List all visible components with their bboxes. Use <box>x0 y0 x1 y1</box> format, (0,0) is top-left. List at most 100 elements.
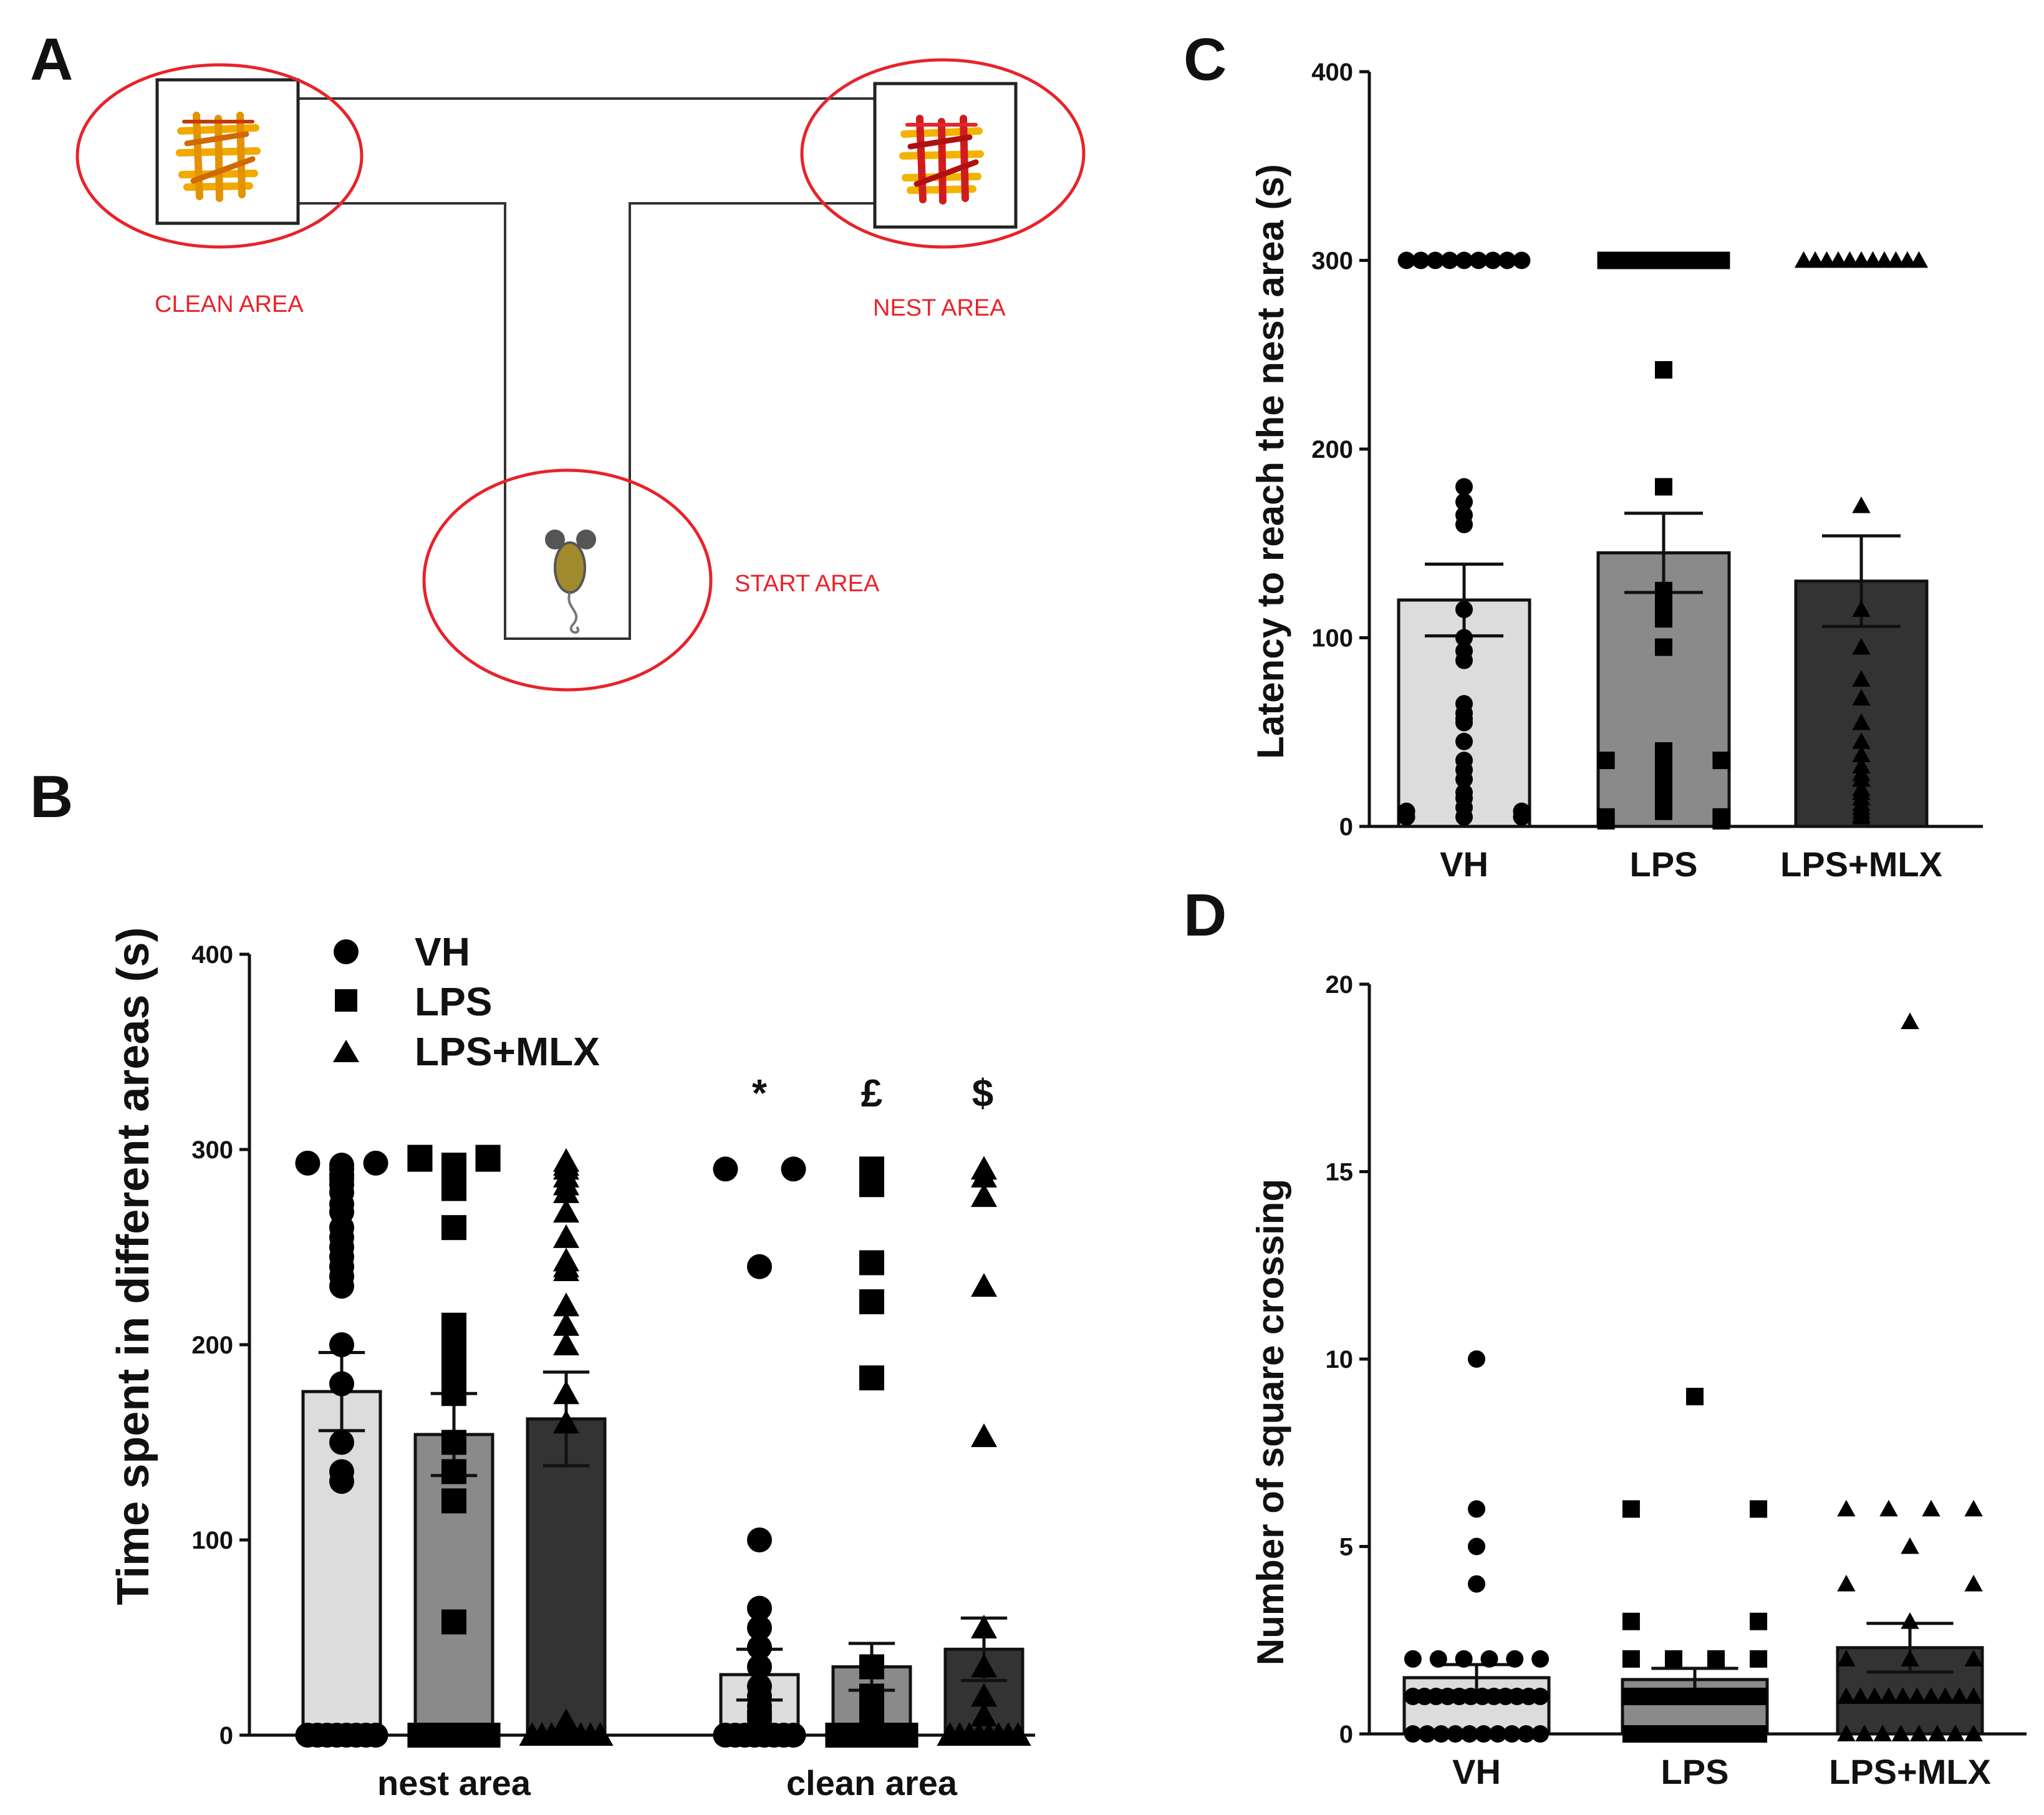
panel-b-lps-nest-area-point <box>441 1430 466 1455</box>
panel-b-lpsmlx-clean-area-point <box>971 1423 997 1448</box>
panel-b-lpsmlx-nest-area-point <box>553 1332 579 1355</box>
panel-b-lps-nest-area-point <box>441 1215 466 1241</box>
panel-d-vh-category-label: VH <box>1452 1752 1501 1791</box>
panel-d-lps-point <box>1750 1500 1768 1518</box>
panel-b-lpsmlx-nest-area-point <box>553 1312 579 1336</box>
start-area-ring <box>422 468 713 692</box>
panel-b-vh-clean-area-point <box>747 1635 772 1660</box>
panel-d-lpsmlx-point <box>1936 1687 1955 1704</box>
panel-b: B Time spent in different areas (s) 0 100… <box>30 763 1035 1803</box>
panel-c-vh-point <box>1397 808 1415 826</box>
panel-c-vh-point <box>1455 251 1473 269</box>
panel-b-lpsmlx-clean-area-point <box>971 1702 997 1726</box>
panel-d-ytick-label: 15 <box>1326 1159 1354 1186</box>
panel-b-lpsmlx-nest-area-point <box>553 1148 579 1172</box>
panel-b-lpsmlx-clean-area-point <box>971 1183 997 1208</box>
panel-b-lpsmlx-clean-area-point <box>971 1653 997 1678</box>
panel-c-lpsmlx-point <box>1852 637 1871 655</box>
panel-b-lpsmlx-nest-area-point <box>553 1380 579 1405</box>
panel-c-vh-point <box>1455 493 1473 511</box>
panel-c-lpsmlx-point <box>1817 251 1836 268</box>
panel-b-lpsmlx-clean-area-point <box>971 1683 997 1707</box>
panel-d-vh-point <box>1531 1687 1550 1705</box>
panel-d-vh-point <box>1531 1725 1550 1743</box>
mouse-icon <box>545 530 596 634</box>
panel-d-lpsmlx-category-label: LPS+MLX <box>1829 1752 1991 1791</box>
panel-b-plot: 0 100 200 300 400 nest area clean area <box>191 941 1035 1803</box>
panel-c-ytick-label: 100 <box>1311 625 1353 652</box>
panel-d-lpsmlx-point <box>1928 1725 1947 1741</box>
panel-c-letter: C <box>1183 26 1227 93</box>
panel-b-vh-nest-area-point <box>329 1371 354 1396</box>
panel-d-lpsmlx-point <box>1946 1725 1965 1741</box>
panel-d-lpsmlx-point <box>1873 1725 1892 1741</box>
panel-d-lps-point <box>1750 1725 1768 1743</box>
panel-c-lpsmlx-point <box>1852 745 1871 762</box>
panel-b-lps-nest-area-point <box>441 1488 466 1514</box>
panel-c-ytick-label: 0 <box>1339 813 1353 841</box>
legend-vh-marker <box>334 939 359 964</box>
panel-d-vh-point <box>1480 1650 1498 1668</box>
panel-d-ytick-label: 0 <box>1339 1721 1353 1748</box>
panel-c-lpsmlx-point <box>1909 251 1929 268</box>
panel-d-vh-point <box>1468 1575 1485 1593</box>
panel-c-lpsmlx-point <box>1852 496 1871 513</box>
panel-d-vh-point <box>1468 1500 1485 1518</box>
panel-b-vh-clean-area-point <box>781 1156 806 1182</box>
panel-b-lpsmlx-nest-area-point <box>553 1292 579 1317</box>
panel-b-lps-clean-area-point <box>893 1723 918 1748</box>
panel-d-vh-point <box>1429 1650 1447 1668</box>
panel-d-lpsmlx-point <box>1964 1725 1983 1741</box>
panel-b-lpsmlx-nest-area-point <box>553 1708 579 1733</box>
legend-lpsmlx-marker <box>333 1040 359 1062</box>
clean-bedding-icon <box>176 112 261 202</box>
panel-d-lps-point <box>1622 1500 1640 1518</box>
panel-d-lpsmlx-point <box>1909 1725 1929 1741</box>
panel-d-lpsmlx-point <box>1837 1687 1856 1704</box>
panel-b-letter: B <box>30 763 73 830</box>
panel-d-lpsmlx-point <box>1879 1499 1898 1517</box>
panel-d-lpsmlx-point <box>1901 1650 1919 1667</box>
panel-d-lps-point <box>1686 1388 1704 1406</box>
panel-b-vh-nest-area-point <box>329 1332 354 1357</box>
panel-d-ytick-label: 20 <box>1326 971 1354 999</box>
panel-d-vh-point <box>1468 1537 1485 1556</box>
panel-c-lpsmlx-point <box>1852 732 1871 749</box>
panel-d-ytick-label: 10 <box>1326 1346 1354 1373</box>
panel-b-lps-nest-area-point <box>441 1312 466 1338</box>
panel-d-letter: D <box>1183 882 1227 949</box>
panel-d-lpsmlx-point <box>1879 1687 1898 1704</box>
panel-a: A CLEAN AREA <box>30 26 1086 692</box>
panel-d-vh-point <box>1418 1725 1436 1743</box>
panel-b-lps-clean-area-point <box>859 1156 884 1182</box>
panel-b-vh-nest-area-point <box>329 1153 354 1178</box>
panel-c-lpsmlx-point <box>1852 713 1871 730</box>
panel-c-vh-point <box>1484 251 1502 269</box>
panel-c-ylabel: Latency to reach the nest area (s) <box>1250 164 1291 759</box>
panel-c-lpsmlx-point <box>1829 251 1848 268</box>
panel-c-vh-point <box>1440 251 1458 269</box>
panel-b-vh-clean-area-point <box>781 1723 806 1748</box>
panel-d-vh-point <box>1531 1650 1550 1668</box>
panel-b-lps-nest-area-point <box>475 1723 501 1748</box>
sig-lps-clean: £ <box>861 1072 882 1115</box>
panel-b-ytick-label: 300 <box>191 1136 233 1164</box>
panel-d-vh-point <box>1503 1725 1521 1743</box>
panel-c-vh-point <box>1513 808 1531 826</box>
clean-area-label: CLEAN AREA <box>155 291 304 317</box>
panel-d-vh-point <box>1446 1725 1464 1743</box>
panel-b-lps-nest-area-point <box>475 1145 501 1170</box>
panel-b-vh-nest-area-point <box>295 1150 321 1176</box>
panel-c-lps-point <box>1655 595 1672 613</box>
panel-b-vh-nest-area-point <box>329 1469 354 1494</box>
panel-c-lps-point <box>1655 478 1672 496</box>
panel-d-lpsmlx-point <box>1901 1612 1919 1629</box>
panel-d-lps-point <box>1707 1650 1725 1668</box>
panel-b-category-label: clean area <box>786 1763 958 1803</box>
panel-c-vh-category-label: VH <box>1440 845 1488 884</box>
panel-d-vh-point <box>1460 1725 1478 1743</box>
panel-a-letter: A <box>30 26 73 93</box>
panel-d-vh-point <box>1517 1725 1535 1743</box>
panel-b-lps-nest-area-point <box>441 1459 466 1484</box>
